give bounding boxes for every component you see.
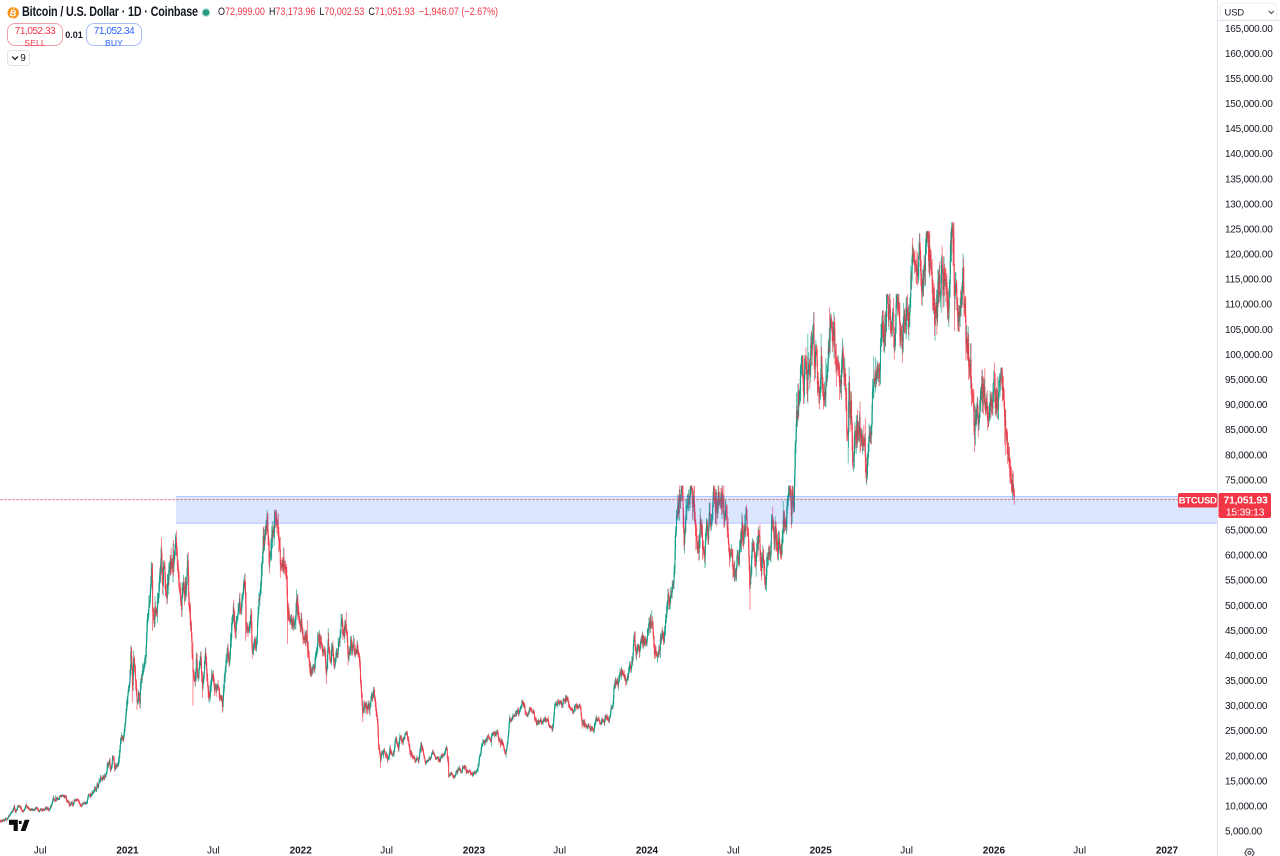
svg-text:110,000.00: 110,000.00 [1225, 300, 1272, 311]
svg-text:75,000.00: 75,000.00 [1225, 475, 1268, 486]
svg-text:95,000.00: 95,000.00 [1225, 375, 1268, 386]
svg-text:2025: 2025 [810, 846, 833, 856]
svg-text:35,000.00: 35,000.00 [1225, 676, 1268, 687]
svg-text:Jul: Jul [553, 846, 566, 856]
svg-text:40,000.00: 40,000.00 [1225, 651, 1268, 662]
svg-text:85,000.00: 85,000.00 [1225, 425, 1268, 436]
svg-text:45,000.00: 45,000.00 [1225, 626, 1268, 637]
svg-text:Jul: Jul [900, 846, 913, 856]
svg-text:50,000.00: 50,000.00 [1225, 601, 1268, 612]
svg-text:55,000.00: 55,000.00 [1225, 576, 1268, 587]
svg-text:30,000.00: 30,000.00 [1225, 701, 1268, 712]
svg-text:130,000.00: 130,000.00 [1225, 199, 1273, 210]
svg-text:2027: 2027 [1156, 846, 1179, 856]
svg-text:Jul: Jul [1073, 846, 1086, 856]
svg-text:25,000.00: 25,000.00 [1225, 726, 1268, 737]
svg-text:15,000.00: 15,000.00 [1225, 776, 1268, 787]
svg-text:140,000.00: 140,000.00 [1225, 149, 1273, 160]
svg-text:65,000.00: 65,000.00 [1225, 526, 1268, 537]
svg-text:2023: 2023 [463, 846, 486, 856]
svg-text:B: B [9, 8, 18, 19]
svg-text:155,000.00: 155,000.00 [1225, 74, 1273, 85]
svg-text:165,000.00: 165,000.00 [1225, 24, 1273, 35]
svg-text:2021: 2021 [116, 846, 139, 856]
svg-text:71,051.93: 71,051.93 [1223, 495, 1267, 507]
svg-text:BTCUSD: BTCUSD [1179, 496, 1217, 507]
svg-text:105,000.00: 105,000.00 [1225, 325, 1273, 336]
svg-text:5,000.00: 5,000.00 [1225, 827, 1263, 838]
svg-text:Jul: Jul [727, 846, 740, 856]
svg-text:10,000.00: 10,000.00 [1225, 802, 1268, 813]
svg-text:15:39:13: 15:39:13 [1226, 506, 1265, 518]
svg-text:145,000.00: 145,000.00 [1225, 124, 1273, 135]
svg-text:135,000.00: 135,000.00 [1225, 174, 1273, 185]
svg-text:90,000.00: 90,000.00 [1225, 400, 1268, 411]
svg-text:Jul: Jul [34, 846, 47, 856]
svg-text:150,000.00: 150,000.00 [1225, 99, 1273, 110]
svg-text:60,000.00: 60,000.00 [1225, 551, 1268, 562]
svg-text:80,000.00: 80,000.00 [1225, 450, 1268, 461]
svg-text:2022: 2022 [290, 846, 313, 856]
svg-text:125,000.00: 125,000.00 [1225, 225, 1273, 236]
svg-text:120,000.00: 120,000.00 [1225, 250, 1273, 261]
svg-text:160,000.00: 160,000.00 [1225, 49, 1273, 60]
svg-text:20,000.00: 20,000.00 [1225, 751, 1268, 762]
svg-text:2026: 2026 [983, 846, 1006, 856]
svg-text:USD: USD [1225, 7, 1245, 17]
svg-text:115,000.00: 115,000.00 [1225, 275, 1272, 286]
svg-text:Jul: Jul [380, 846, 393, 856]
svg-text:Jul: Jul [207, 846, 220, 856]
svg-text:100,000.00: 100,000.00 [1225, 350, 1273, 361]
svg-text:2024: 2024 [636, 846, 659, 856]
